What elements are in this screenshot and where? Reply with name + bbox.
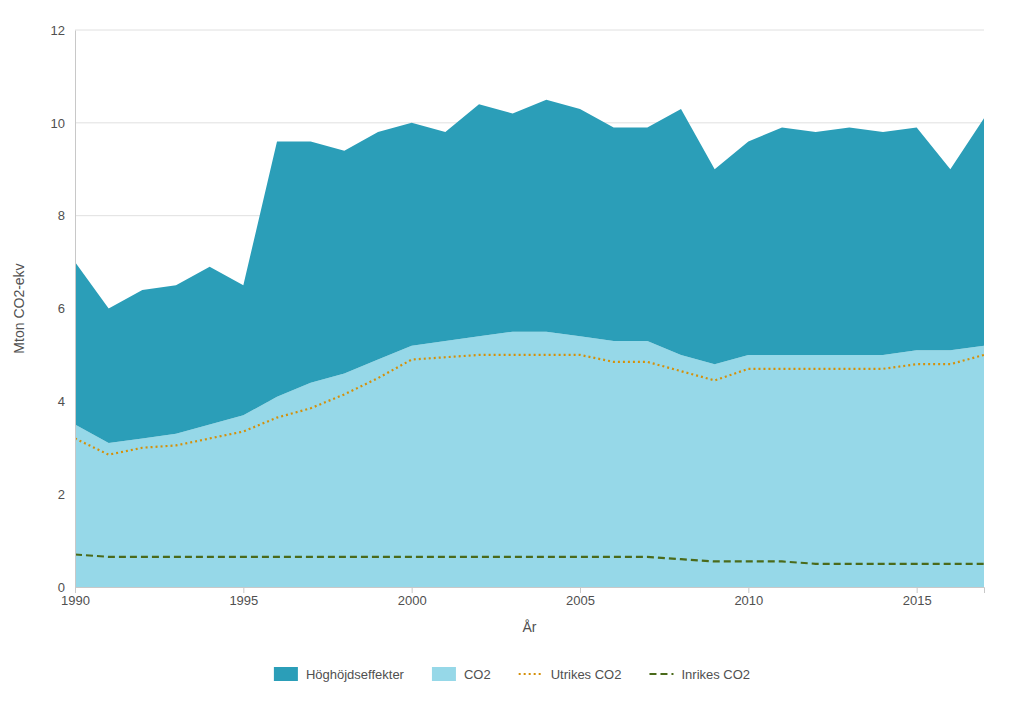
legend-label: CO2 xyxy=(464,667,491,682)
legend-label: Inrikes CO2 xyxy=(681,667,750,682)
y-tick: 8 xyxy=(58,208,75,223)
chart-container: 1990 1995 2000 2005 2010 2015 0 2 4 6 8 10 12 År Mton … xyxy=(0,0,1024,702)
area xyxy=(75,100,984,443)
chart-svg: 1990 1995 2000 2005 2010 2015 0 2 4 6 8 10 12 År Mton … xyxy=(0,0,1024,702)
y-tick-label: 10 xyxy=(51,115,65,130)
x-tick-mark xyxy=(412,587,413,593)
y-tick: 10 xyxy=(51,115,75,130)
y-axis: 0 2 4 6 8 10 12 xyxy=(51,23,76,595)
x-tick-label: 1990 xyxy=(61,593,90,608)
grid-line xyxy=(75,30,984,31)
y-tick-label: 4 xyxy=(58,394,65,409)
x-tick: 2010 xyxy=(734,587,763,608)
line xyxy=(75,555,984,564)
x-tick: 2015 xyxy=(903,587,932,608)
y-tick-label: 12 xyxy=(51,23,65,38)
x-axis: 1990 1995 2000 2005 2010 2015 xyxy=(61,587,984,608)
legend-item: Inrikes CO2 xyxy=(649,667,750,682)
x-tick-label: 2005 xyxy=(566,593,595,608)
x-tick-label: 2015 xyxy=(903,593,932,608)
legend-swatch xyxy=(649,673,673,675)
y-tick-label: 6 xyxy=(58,301,65,316)
legend-item: Höghöjdseffekter xyxy=(274,667,405,682)
legend-label: Höghöjdseffekter xyxy=(306,667,405,682)
x-tick: 1995 xyxy=(229,587,258,608)
x-tick: 1990 xyxy=(61,587,90,608)
line xyxy=(75,355,984,455)
y-tick-label: 8 xyxy=(58,208,65,223)
x-axis-line xyxy=(76,588,985,594)
y-tick: 6 xyxy=(58,301,75,316)
legend-item: CO2 xyxy=(432,667,491,682)
x-tick-mark xyxy=(917,587,918,593)
y-tick: 12 xyxy=(51,23,75,38)
y-tick: 2 xyxy=(58,487,75,502)
y-tick: 0 xyxy=(58,580,75,595)
x-tick-label: 1995 xyxy=(229,593,258,608)
legend-swatch xyxy=(519,673,543,675)
x-tick-mark xyxy=(243,587,244,593)
x-tick-label: 2000 xyxy=(398,593,427,608)
legend-label: Utrikes CO2 xyxy=(551,667,622,682)
x-tick-label: 2010 xyxy=(734,593,763,608)
legend-swatch xyxy=(274,667,298,681)
legend: Höghöjdseffekter CO2 Utrikes CO2 Inrikes CO… xyxy=(274,667,750,682)
x-tick-mark xyxy=(748,587,749,593)
y-axis-title: Mton CO2-ekv xyxy=(11,263,27,353)
grid xyxy=(75,30,984,587)
legend-item: Utrikes CO2 xyxy=(519,667,622,682)
x-tick: 2000 xyxy=(398,587,427,608)
x-tick-mark xyxy=(75,587,76,593)
y-axis-line xyxy=(75,31,76,588)
x-tick: 2005 xyxy=(566,587,595,608)
y-tick-label: 0 xyxy=(58,580,65,595)
y-tick-label: 2 xyxy=(58,487,65,502)
legend-swatch xyxy=(432,667,456,681)
y-tick: 4 xyxy=(58,394,75,409)
x-axis-title: År xyxy=(523,619,537,635)
plot-area xyxy=(75,100,984,587)
x-tick-mark xyxy=(580,587,581,593)
